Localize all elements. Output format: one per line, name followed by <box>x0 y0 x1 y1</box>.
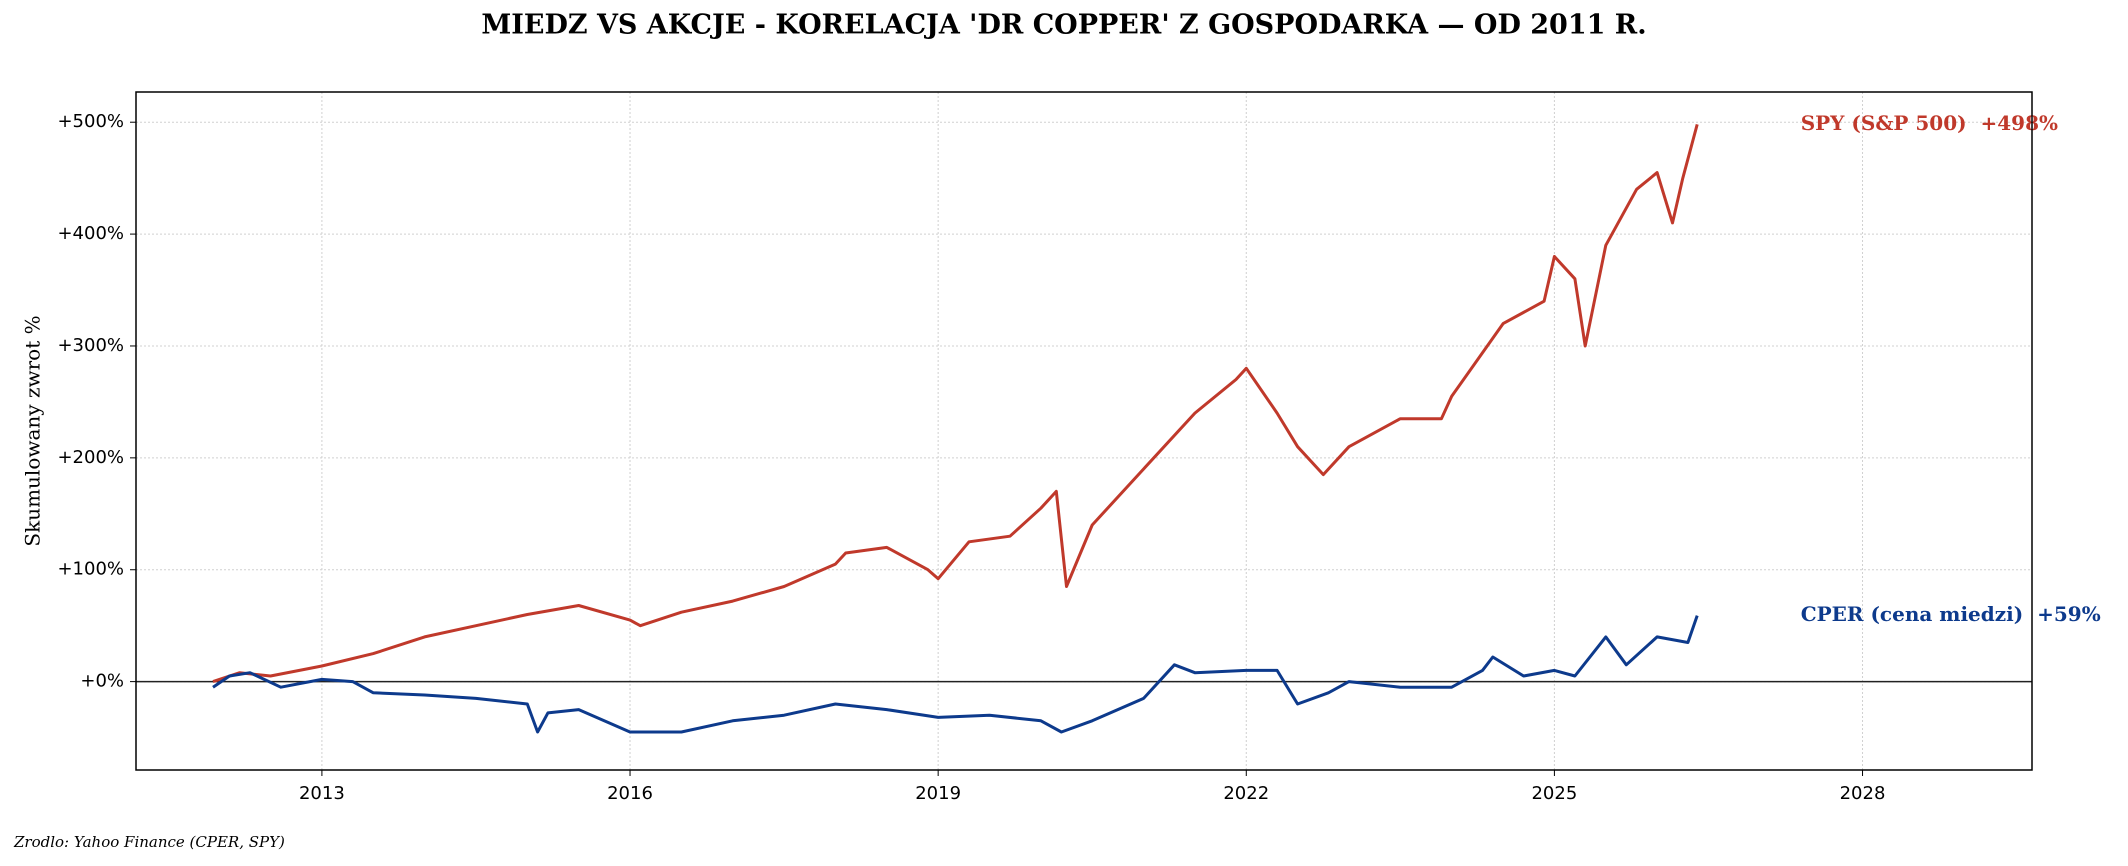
x-tick-label: 2016 <box>607 783 653 804</box>
y-tick-label: +300% <box>57 335 124 356</box>
y-tick-label: +500% <box>57 111 124 132</box>
y-tick-label: +400% <box>57 223 124 244</box>
plot-frame <box>135 91 2033 771</box>
y-tick-label: +200% <box>57 447 124 468</box>
chart-title: MIEDZ VS AKCJE - KORELACJA 'DR COPPER' Z… <box>481 10 1646 41</box>
y-tick-label: +100% <box>57 559 124 580</box>
x-tick-label: 2028 <box>1840 783 1886 804</box>
end-label: CPER (cena miedzi) +59% <box>1801 602 2101 626</box>
end-label: SPY (S&P 500) +498% <box>1801 111 2058 135</box>
x-tick-label: 2013 <box>299 783 345 804</box>
series-line <box>212 615 1699 734</box>
x-tick-label: 2019 <box>915 783 961 804</box>
source-note: Zrodlo: Yahoo Finance (CPER, SPY) <box>13 833 285 851</box>
x-tick-label: 2025 <box>1531 783 1577 804</box>
y-tick-label: +0% <box>80 671 124 692</box>
series-line <box>212 124 1699 684</box>
y-axis-label: Skumulowany zwrot % <box>21 315 45 546</box>
x-tick-label: 2022 <box>1223 783 1269 804</box>
